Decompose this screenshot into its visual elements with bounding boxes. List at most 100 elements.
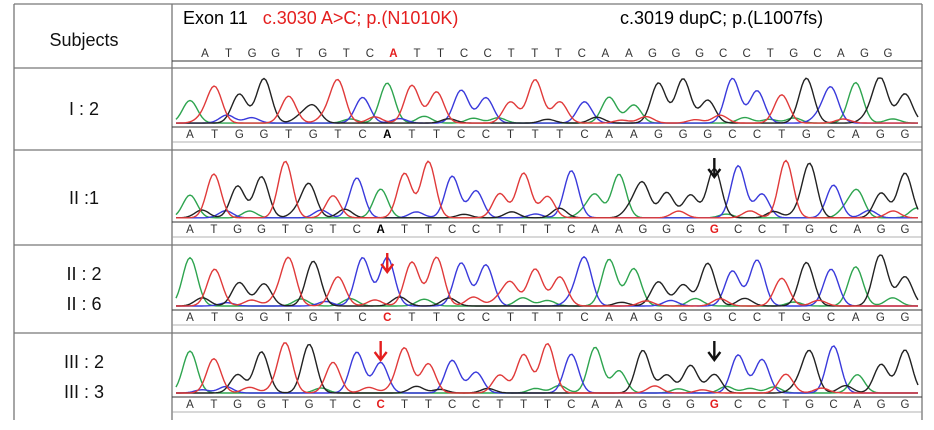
base-letter: C: [728, 312, 737, 324]
base-letter: G: [234, 312, 244, 324]
base-letter: G: [875, 129, 885, 141]
base-letter: G: [653, 312, 663, 324]
base-letter: G: [234, 129, 244, 141]
base-letter: C: [826, 129, 836, 141]
base-letter: T: [556, 312, 564, 324]
base-letter: G: [647, 48, 657, 60]
trace-t: [176, 78, 918, 124]
base-letter: G: [308, 129, 318, 141]
base-letter: G: [304, 224, 314, 236]
base-letter: T: [520, 224, 528, 236]
base-letter: C: [483, 48, 492, 60]
base-letter: C: [481, 129, 491, 141]
base-letter: T: [531, 312, 539, 324]
base-letter: T: [507, 129, 515, 141]
base-letter: G: [653, 129, 663, 141]
base-letter: T: [520, 399, 528, 411]
trace-g: [176, 254, 919, 307]
base-letter: A: [383, 129, 392, 141]
exon-label: Exon 11: [183, 8, 248, 28]
base-letter: C: [826, 312, 836, 324]
base-letter: G: [875, 312, 885, 324]
base-letter: C: [459, 48, 469, 60]
base-letter: A: [625, 48, 633, 60]
base-letter: T: [285, 312, 293, 324]
base-letter: G: [883, 48, 893, 60]
base-letter: G: [662, 224, 672, 236]
base-letter: C: [448, 224, 457, 236]
base-letter: A: [591, 399, 599, 411]
base-letter: T: [211, 129, 219, 141]
base-letter: G: [247, 48, 257, 60]
base-letter: G: [900, 312, 910, 324]
subject-label: III : 2: [63, 351, 105, 372]
base-letter: A: [853, 224, 862, 236]
base-letter: T: [210, 224, 218, 236]
base-letter: T: [782, 399, 790, 411]
base-letter: G: [257, 224, 266, 236]
base-letter: C: [757, 224, 767, 236]
base-letter: A: [851, 129, 860, 141]
base-letter: G: [859, 48, 869, 60]
base-letter: A: [605, 312, 613, 324]
base-letter: G: [695, 48, 705, 60]
base-letter: C: [471, 224, 481, 236]
base-letter: G: [709, 399, 719, 411]
base-letter: T: [531, 48, 539, 60]
base-letter: A: [186, 399, 194, 411]
base-letter: G: [789, 48, 799, 60]
base-letter: T: [211, 312, 219, 324]
base-letter: A: [186, 129, 194, 141]
base-letter: C: [829, 224, 838, 236]
base-letter: C: [734, 224, 743, 236]
base-letter: T: [281, 399, 289, 411]
base-letter: G: [709, 224, 719, 236]
base-letter: C: [752, 312, 762, 324]
variant-arrow-head: [707, 168, 722, 179]
variant-arrow-head: [380, 263, 395, 274]
base-letter: T: [778, 129, 786, 141]
base-letter: C: [567, 399, 576, 411]
base-letter: C: [358, 129, 367, 141]
base-letter: C: [365, 48, 375, 60]
base-letter: T: [507, 312, 515, 324]
base-letter: T: [433, 312, 441, 324]
base-letter: C: [580, 129, 589, 141]
base-letter: A: [186, 224, 194, 236]
base-letter: C: [734, 399, 743, 411]
base-letter: C: [728, 129, 737, 141]
base-letter: C: [352, 224, 361, 236]
base-letter: T: [400, 224, 409, 236]
base-letter: T: [433, 129, 441, 141]
trace-c: [176, 164, 918, 219]
base-letter: A: [837, 48, 845, 60]
base-letter: G: [662, 399, 672, 411]
base-letter: G: [876, 399, 886, 411]
trace-g: [176, 77, 919, 124]
trace-t: [176, 342, 918, 394]
base-letter: T: [329, 399, 337, 411]
base-letter: G: [678, 129, 688, 141]
base-letter: G: [259, 129, 269, 141]
base-letter: C: [457, 312, 466, 324]
base-letter: T: [496, 399, 504, 411]
base-letter: A: [591, 224, 599, 236]
mutation-1-label: c.3030 A>C; p.(N1010K): [262, 8, 459, 28]
base-letter: T: [334, 312, 342, 324]
base-letter: T: [424, 224, 432, 236]
base-letter: C: [752, 129, 762, 141]
base-letter: C: [580, 312, 589, 324]
base-letter: G: [900, 224, 910, 236]
base-letter: C: [577, 48, 586, 60]
base-letter: G: [876, 224, 886, 236]
base-letter: T: [424, 399, 432, 411]
base-letter: A: [601, 48, 610, 60]
trace-g: [176, 162, 919, 219]
base-letter: G: [257, 399, 266, 411]
subject-label: II : 2: [66, 264, 102, 284]
variant-arrow-head: [373, 351, 388, 362]
base-letter: T: [507, 48, 515, 60]
base-letter: T: [778, 312, 786, 324]
